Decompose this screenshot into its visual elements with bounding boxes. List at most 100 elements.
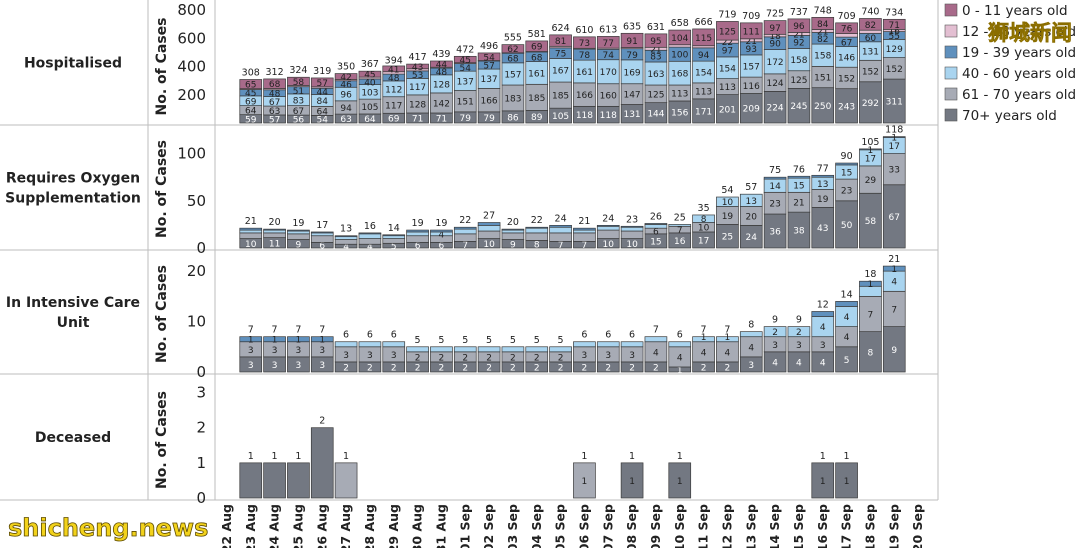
legend-swatch	[944, 87, 958, 101]
data-label: 10	[245, 240, 257, 250]
total-label: 472	[456, 44, 474, 55]
data-label: 137	[457, 77, 474, 87]
x-tick-label: 27 Aug	[338, 504, 353, 548]
bar-segment	[596, 36, 620, 49]
x-tick-label: 01 Sep	[457, 504, 472, 548]
legend-label: 70+ years old	[962, 108, 1057, 124]
data-label: 10	[603, 240, 615, 250]
data-label: 147	[623, 91, 640, 101]
total-label: 21	[578, 216, 590, 227]
bar-segment	[525, 226, 549, 229]
data-label: 118	[600, 111, 617, 121]
x-tick-label: 25 Aug	[290, 504, 305, 548]
bar-segment	[811, 462, 835, 499]
x-tick-label: 15 Sep	[791, 504, 806, 548]
data-label: 3	[629, 351, 635, 361]
total-label: 7	[724, 325, 730, 336]
data-label: 124	[766, 79, 783, 89]
bar-segment	[525, 346, 549, 353]
bar-segment	[430, 60, 453, 68]
bar-segment	[263, 78, 286, 89]
data-label: 113	[671, 89, 688, 99]
bar-segment	[310, 235, 334, 243]
data-label: 21	[817, 27, 828, 37]
data-label: 58	[865, 217, 877, 227]
data-label: 6	[653, 228, 659, 238]
total-label: 350	[337, 62, 355, 73]
bar-segment	[549, 34, 572, 47]
data-label: 96	[340, 91, 352, 101]
bar-segment	[382, 234, 406, 237]
total-label: 624	[552, 23, 570, 34]
data-label: 7	[558, 241, 564, 251]
data-label: 1	[296, 336, 302, 346]
data-label: 16	[674, 237, 686, 247]
x-tick-label: 17 Sep	[839, 504, 854, 548]
bar-segment	[406, 235, 429, 243]
bar-segment	[358, 233, 382, 239]
data-label: 3	[296, 346, 302, 356]
bar-segment	[430, 229, 453, 233]
data-label: 2	[486, 353, 492, 363]
data-label: 56	[293, 116, 305, 126]
data-label: 152	[862, 68, 879, 78]
legend-swatch	[944, 45, 958, 59]
data-label: 1	[629, 477, 635, 487]
total-label: 666	[695, 17, 713, 28]
data-label: 91	[626, 37, 637, 47]
x-tick-label: 14 Sep	[767, 504, 782, 548]
data-label: 53	[412, 71, 423, 81]
data-label: 11	[269, 239, 280, 249]
total-label: 9	[772, 315, 778, 326]
panel-hospitalised: Hospitalised No. of Cases 200 400 600 800 59 57…	[24, 1, 906, 126]
data-label: 1	[701, 333, 707, 343]
data-label: 209	[743, 105, 760, 115]
data-label: 92	[793, 38, 804, 48]
x-tick-label: 11 Sep	[696, 504, 711, 548]
data-label: 86	[507, 113, 519, 123]
total-label: 737	[790, 7, 808, 18]
bar-segment	[525, 40, 549, 52]
data-label: 116	[743, 82, 760, 92]
x-tick-label: 12 Sep	[719, 504, 734, 548]
data-label: 1	[725, 333, 731, 343]
data-label: 1	[582, 477, 588, 487]
legend-label: 19 - 39 years old	[962, 45, 1076, 61]
data-label: 10	[722, 198, 734, 208]
data-label: 33	[889, 166, 900, 176]
data-label: 4	[772, 358, 778, 368]
bar-segment	[787, 175, 811, 179]
x-tick-label: 09 Sep	[648, 504, 663, 548]
x-tick-label: 05 Sep	[553, 504, 568, 548]
data-label: 68	[531, 53, 543, 63]
bar-segment	[692, 336, 715, 343]
watermark-logo-cn: 狮城新闻	[988, 21, 1072, 45]
data-label: 22	[722, 38, 733, 48]
bar-segment	[406, 229, 429, 233]
total-label: 76	[793, 164, 805, 175]
data-label: 5	[844, 356, 850, 366]
data-label: 3	[319, 361, 325, 371]
data-label: 9	[510, 240, 516, 250]
bar-segment	[453, 233, 477, 242]
data-label: 8	[868, 348, 874, 358]
bar-segment	[596, 225, 620, 231]
x-tick-label: 10 Sep	[672, 504, 687, 548]
data-label: 115	[695, 34, 712, 44]
data-label: 9	[296, 240, 302, 250]
total-label: 635	[623, 21, 641, 32]
data-label: 3	[272, 346, 278, 356]
data-label: 144	[647, 109, 664, 119]
bar-segment	[716, 21, 739, 41]
bar-segment	[573, 341, 596, 348]
data-label: 96	[793, 22, 805, 32]
data-label: 76	[841, 25, 853, 35]
row-label: Hospitalised	[24, 56, 122, 72]
data-label: 57	[317, 79, 328, 89]
total-label: 709	[742, 11, 760, 22]
total-label: 24	[602, 213, 614, 224]
data-label: 151	[457, 98, 474, 108]
total-label: 1	[581, 451, 587, 462]
data-label: 84	[817, 20, 829, 30]
